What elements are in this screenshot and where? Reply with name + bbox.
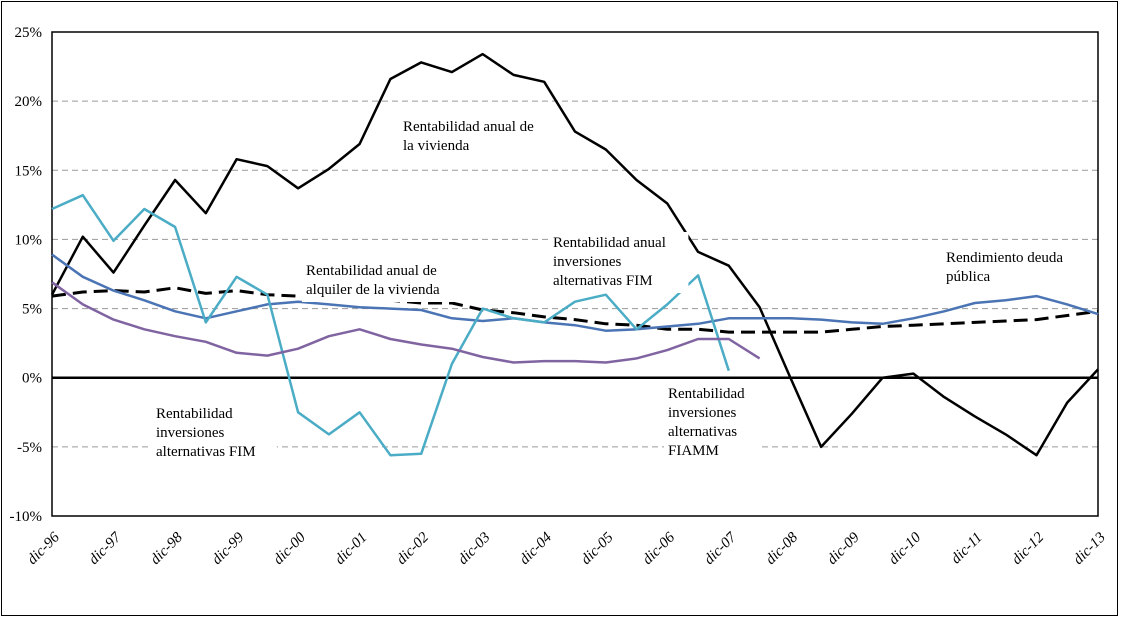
series-line [50,52,1099,457]
y-tick-label: 25% [15,25,43,41]
x-tick-label: dic-13 [1070,530,1108,568]
y-tick-label: -5% [17,440,42,456]
annotation-line: la vivienda [403,138,470,154]
annotation-line: Rentabilidad [156,406,233,422]
annotation-line: Rentabilidad anual de [403,119,534,135]
annotation-line: alternativas FIM [156,444,256,460]
annotations: Rentabilidad anual de la viviendaRentabil… [152,116,1075,464]
series-line [51,193,730,457]
x-tick-label: dic-04 [517,529,556,568]
y-tick-label: -10% [10,509,43,525]
annotation-bg [302,260,478,302]
annotation-vivienda: Rentabilidad anual de la vivienda [403,119,534,154]
annotation-line: Rentabilidad anual de [306,263,437,279]
annotation-fim_lower: Rentabilidad inversiones alternativas FIM [156,406,256,460]
x-tick-label: dic-97 [86,528,125,567]
annotation-line: inversiones [668,405,736,421]
x-tick-label: dic-98 [147,529,186,568]
annotation-bg [664,383,760,463]
x-tick-label: dic-02 [394,529,433,568]
y-tick-label: 15% [15,163,43,179]
x-tick-label: dic-12 [1009,529,1048,568]
annotation-line: pública [946,269,990,285]
annotation-bg [942,247,1075,289]
y-tick-label: 20% [15,94,43,110]
series-group [50,52,1099,457]
x-tick-label: dic-96 [24,529,63,568]
annotation-line: inversiones [553,254,621,270]
annotation-bg [399,116,561,158]
annotation-line: alternativas [668,424,737,440]
annotation-line: alquiler de la vivienda [306,282,440,298]
annotation-deuda: Rendimiento deuda pública [946,250,1063,285]
annotation-bg [549,232,689,293]
annotation-fiamm: Rentabilidad inversiones alternativas FIAMM [668,386,745,459]
x-tick-label: dic-03 [455,530,493,568]
annotation-line: Rendimiento deuda [946,250,1063,266]
x-tick-label: dic-99 [209,529,248,568]
annotation-line: FIAMM [668,443,719,459]
y-tick-label: 0% [22,371,42,387]
x-tick-label: dic-05 [578,529,617,568]
series-line [51,253,1099,332]
x-tick-label: dic-11 [948,530,986,568]
x-tick-label: dic-09 [824,529,863,568]
annotation-line: inversiones [156,425,224,441]
y-tick-label: 5% [22,302,42,318]
x-tick-label: dic-06 [640,529,679,568]
x-tick-label: dic-00 [271,529,310,568]
annotation-line: Rentabilidad [668,386,745,402]
x-tick-label: dic-08 [763,529,802,568]
x-tick-label: dic-07 [701,528,740,567]
y-axis-ticks: 25% 20% 15% 10% 5% 0% -5% -10% [10,25,43,525]
annotation-line: Rentabilidad anual [553,235,666,251]
annotation-fim_upper: Rentabilidad anual inversiones alternativa… [553,235,666,289]
series-line [51,281,761,364]
annotation-alquiler: Rentabilidad anual de alquiler de la vivi… [306,263,440,298]
x-axis-ticks: dic-96 dic-97 dic-98 dic-99 dic-00 dic-01 dic-… [24,528,1108,567]
annotation-bg [152,403,277,464]
plot-border [51,31,1099,517]
x-tick-label: dic-10 [886,529,925,568]
y-tick-label: 10% [15,232,43,248]
x-tick-label: dic-01 [332,530,370,568]
annotation-line: alternativas FIM [553,273,653,289]
